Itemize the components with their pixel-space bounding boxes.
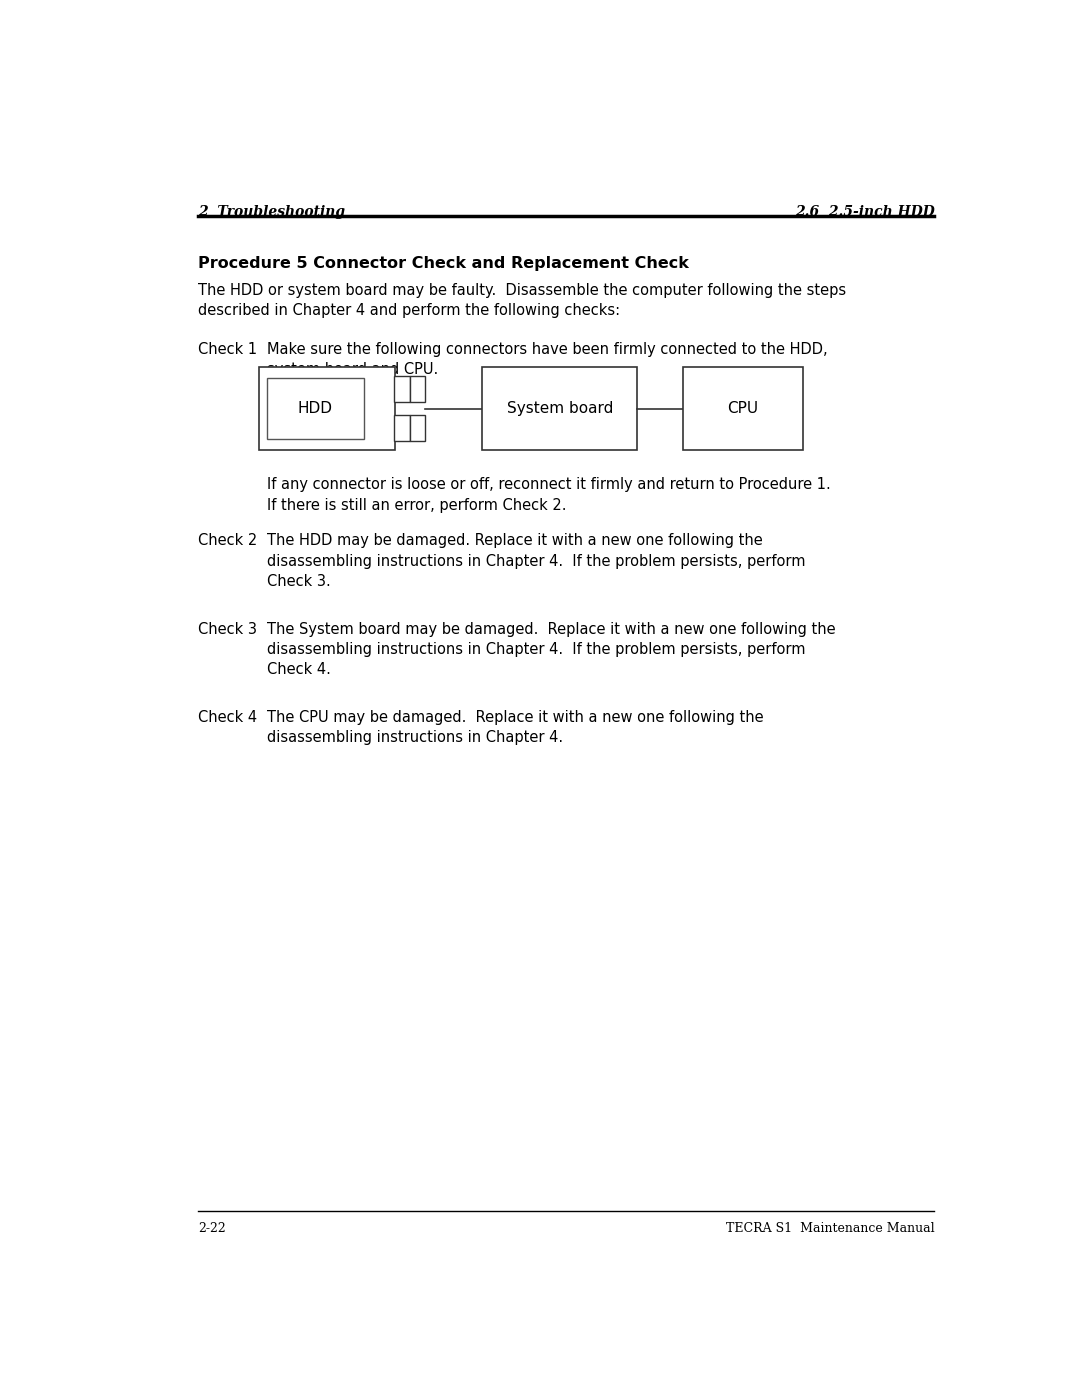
Bar: [394, 376, 409, 402]
Bar: [409, 415, 424, 441]
Text: If any connector is loose or off, reconnect it firmly and return to Procedure 1.: If any connector is loose or off, reconn…: [267, 478, 831, 513]
Text: The CPU may be damaged.  Replace it with a new one following the
disassembling i: The CPU may be damaged. Replace it with …: [267, 710, 764, 745]
Text: 2-22: 2-22: [198, 1222, 226, 1235]
Text: Check 3: Check 3: [198, 622, 257, 637]
Text: Make sure the following connectors have been firmly connected to the HDD,
system: Make sure the following connectors have …: [267, 342, 828, 377]
Bar: [394, 415, 409, 441]
Text: Check 2: Check 2: [198, 534, 257, 549]
Bar: [684, 367, 802, 450]
Bar: [259, 367, 395, 450]
Text: Procedure 5 Connector Check and Replacement Check: Procedure 5 Connector Check and Replacem…: [198, 256, 689, 271]
Text: The HDD may be damaged. Replace it with a new one following the
disassembling in: The HDD may be damaged. Replace it with …: [267, 534, 806, 590]
Text: Check 1: Check 1: [198, 342, 257, 356]
Text: The HDD or system board may be faulty.  Disassemble the computer following the s: The HDD or system board may be faulty. D…: [198, 282, 846, 319]
Text: HDD: HDD: [298, 401, 333, 416]
Text: The System board may be damaged.  Replace it with a new one following the
disass: The System board may be damaged. Replace…: [267, 622, 836, 678]
Text: Check 4: Check 4: [198, 710, 257, 725]
Text: TECRA S1  Maintenance Manual: TECRA S1 Maintenance Manual: [726, 1222, 934, 1235]
Bar: [267, 379, 364, 439]
Text: 2.6  2.5-inch HDD: 2.6 2.5-inch HDD: [795, 205, 934, 219]
Text: CPU: CPU: [728, 401, 758, 416]
Text: 2  Troubleshooting: 2 Troubleshooting: [198, 205, 345, 219]
Text: System board: System board: [507, 401, 613, 416]
Bar: [409, 376, 424, 402]
Bar: [483, 367, 637, 450]
